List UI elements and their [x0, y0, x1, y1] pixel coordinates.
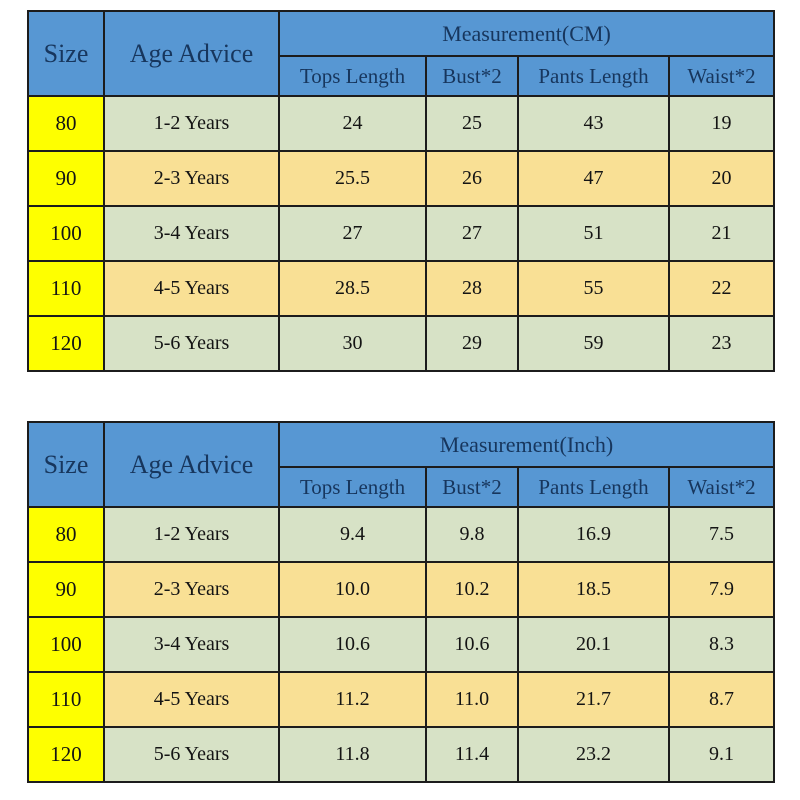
- bust-value: 26: [425, 150, 519, 207]
- waist-value: 21: [668, 205, 775, 262]
- age-value: 2-3 Years: [103, 561, 280, 618]
- bust-value: 10.6: [425, 616, 519, 673]
- tops-length-value: 9.4: [278, 506, 427, 563]
- table-row-size-100: 100 3-4 Years 10.6 10.6 20.1 8.3: [27, 616, 776, 673]
- header-row-main: Size Age Advice Measurement(CM): [27, 10, 775, 97]
- bust-value: 25: [425, 95, 519, 152]
- waist-value: 22: [668, 260, 775, 317]
- age-value: 5-6 Years: [103, 726, 280, 783]
- tops-length-value: 25.5: [278, 150, 427, 207]
- pants-length-value: 43: [517, 95, 670, 152]
- tops-length-value: 30: [278, 315, 427, 372]
- column-header-waist: Waist*2: [668, 55, 775, 97]
- column-header-tops-length: Tops Length: [278, 466, 427, 508]
- column-header-tops-length: Tops Length: [278, 55, 427, 97]
- pants-length-value: 18.5: [517, 561, 670, 618]
- column-header-measurement-inch: Measurement(Inch): [277, 421, 776, 468]
- waist-value: 9.1: [667, 726, 776, 783]
- bust-value: 29: [425, 315, 519, 372]
- table-row-size-120: 120 5-6 Years 30 29 59 23: [27, 315, 775, 372]
- waist-value: 19: [668, 95, 775, 152]
- age-value: 3-4 Years: [103, 616, 280, 673]
- tops-length-value: 11.2: [278, 671, 427, 728]
- column-header-age-advice: Age Advice: [103, 10, 280, 97]
- tops-length-value: 10.0: [278, 561, 427, 618]
- size-chart-table-cm: Size Age Advice Measurement(CM) Tops Len…: [27, 10, 775, 372]
- column-header-waist: Waist*2: [667, 466, 776, 508]
- tops-length-value: 10.6: [278, 616, 427, 673]
- table-row-size-110: 110 4-5 Years 11.2 11.0 21.7 8.7: [27, 671, 776, 728]
- waist-value: 8.3: [667, 616, 776, 673]
- table-row-size-100: 100 3-4 Years 27 27 51 21: [27, 205, 775, 262]
- size-chart-page: Size Age Advice Measurement(CM) Tops Len…: [27, 10, 776, 783]
- waist-value: 8.7: [667, 671, 776, 728]
- age-value: 1-2 Years: [103, 95, 280, 152]
- bust-value: 28: [425, 260, 519, 317]
- table-row-size-80: 80 1-2 Years 24 25 43 19: [27, 95, 775, 152]
- size-value: 100: [27, 205, 105, 262]
- waist-value: 7.5: [667, 506, 776, 563]
- table-row-size-120: 120 5-6 Years 11.8 11.4 23.2 9.1: [27, 726, 776, 783]
- bust-value: 9.8: [425, 506, 519, 563]
- table-row-size-90: 90 2-3 Years 10.0 10.2 18.5 7.9: [27, 561, 776, 618]
- size-value: 80: [27, 95, 105, 152]
- tops-length-value: 24: [278, 95, 427, 152]
- age-value: 5-6 Years: [103, 315, 280, 372]
- tops-length-value: 27: [278, 205, 427, 262]
- pants-length-value: 20.1: [517, 616, 670, 673]
- pants-length-value: 55: [517, 260, 670, 317]
- pants-length-value: 21.7: [517, 671, 670, 728]
- bust-value: 10.2: [425, 561, 519, 618]
- column-header-age-advice: Age Advice: [103, 421, 280, 508]
- column-header-bust: Bust*2: [425, 55, 519, 97]
- size-value: 90: [27, 150, 105, 207]
- table-row-size-110: 110 4-5 Years 28.5 28 55 22: [27, 260, 775, 317]
- size-value: 110: [27, 260, 105, 317]
- tops-length-value: 28.5: [278, 260, 427, 317]
- age-value: 2-3 Years: [103, 150, 280, 207]
- bust-value: 11.0: [425, 671, 519, 728]
- tops-length-value: 11.8: [278, 726, 427, 783]
- size-value: 80: [27, 506, 105, 563]
- age-value: 4-5 Years: [103, 671, 280, 728]
- column-header-measurement-cm: Measurement(CM): [278, 10, 775, 57]
- header-row-sub: Tops Length Bust*2 Pants Length Waist*2: [28, 466, 776, 508]
- size-chart-table-inch: Size Age Advice Measurement(Inch) Tops L…: [27, 421, 776, 783]
- size-value: 120: [27, 726, 105, 783]
- size-value: 90: [27, 561, 105, 618]
- waist-value: 23: [668, 315, 775, 372]
- size-value: 100: [27, 616, 105, 673]
- age-value: 3-4 Years: [103, 205, 280, 262]
- size-value: 120: [27, 315, 105, 372]
- column-header-bust: Bust*2: [425, 466, 519, 508]
- pants-length-value: 47: [517, 150, 670, 207]
- column-header-size: Size: [27, 10, 105, 97]
- table-row-size-90: 90 2-3 Years 25.5 26 47 20: [27, 150, 775, 207]
- waist-value: 7.9: [667, 561, 776, 618]
- age-value: 1-2 Years: [103, 506, 280, 563]
- bust-value: 27: [425, 205, 519, 262]
- pants-length-value: 16.9: [517, 506, 670, 563]
- pants-length-value: 59: [517, 315, 670, 372]
- header-row-main: Size Age Advice Measurement(Inch): [27, 421, 776, 508]
- size-value: 110: [27, 671, 105, 728]
- pants-length-value: 51: [517, 205, 670, 262]
- column-header-pants-length: Pants Length: [517, 466, 670, 508]
- pants-length-value: 23.2: [517, 726, 670, 783]
- waist-value: 20: [668, 150, 775, 207]
- header-row-sub: Tops Length Bust*2 Pants Length Waist*2: [28, 55, 775, 97]
- age-value: 4-5 Years: [103, 260, 280, 317]
- table-row-size-80: 80 1-2 Years 9.4 9.8 16.9 7.5: [27, 506, 776, 563]
- bust-value: 11.4: [425, 726, 519, 783]
- column-header-size: Size: [27, 421, 105, 508]
- column-header-pants-length: Pants Length: [517, 55, 670, 97]
